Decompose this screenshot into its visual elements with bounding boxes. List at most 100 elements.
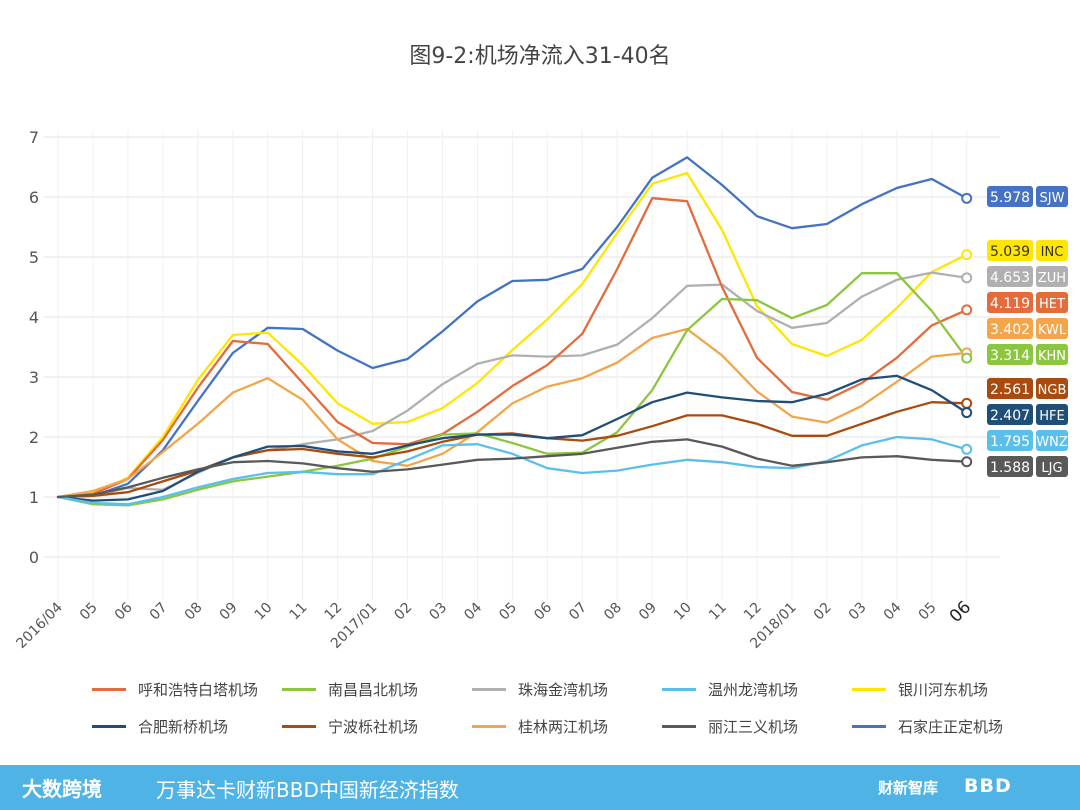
series-line-kwl <box>56 327 968 499</box>
end-label-value: 3.314 <box>990 348 1030 364</box>
x-tick-label: 02 <box>391 600 415 624</box>
legend-swatch <box>662 725 696 728</box>
x-tick-label: 07 <box>566 600 590 624</box>
series-line-sjw <box>56 156 968 499</box>
end-label-code: NGB <box>1038 383 1067 398</box>
end-label-code-box <box>1036 404 1068 425</box>
end-marker-inc <box>961 249 973 261</box>
legend-swatch <box>852 725 886 728</box>
y-tick-label: 6 <box>29 188 39 207</box>
y-tick-label: 7 <box>29 128 39 147</box>
x-tick-label: 06 <box>112 599 136 623</box>
footer-brand-caixin: 财新智库 <box>878 779 939 797</box>
series-line-ljg <box>56 438 968 499</box>
legend-label: 温州龙湾机场 <box>708 681 799 699</box>
end-label-code-box <box>1036 456 1068 477</box>
x-tick-label: 11 <box>706 600 730 624</box>
x-tick-label: 10 <box>252 600 276 624</box>
x-tick-label: 06 <box>531 599 555 623</box>
x-tick-label: 07 <box>147 600 171 624</box>
end-label-value: 2.561 <box>990 382 1030 398</box>
x-tick-label: 12 <box>741 600 765 624</box>
end-label-value-box <box>987 318 1033 339</box>
end-label-code: HFE <box>1039 409 1064 424</box>
end-label-value: 4.119 <box>990 296 1030 312</box>
end-label-value-box <box>987 378 1033 399</box>
end-label-value: 4.653 <box>990 270 1030 286</box>
x-tick-label: 10 <box>671 600 695 624</box>
footer-brand-bbd: BBD <box>964 775 1012 797</box>
y-tick-label: 1 <box>29 488 39 507</box>
legend-swatch <box>662 688 696 691</box>
legend-label: 银川河东机场 <box>898 681 989 699</box>
legend-swatch <box>472 688 506 691</box>
legend-item: 呼和浩特白塔机场 <box>92 679 258 700</box>
end-label-code: KWL <box>1038 323 1067 338</box>
end-label-value-box <box>987 430 1033 451</box>
x-tick-label: 09 <box>217 600 241 624</box>
end-label-code: WNZ <box>1036 435 1068 450</box>
x-tick-label: 02 <box>811 600 835 624</box>
x-tick-label: 08 <box>182 600 206 624</box>
footer-caption: 万事达卡财新BBD中国新经济指数 <box>156 778 459 802</box>
x-tick-label: 08 <box>601 600 625 624</box>
legend-label: 合肥新桥机场 <box>138 718 229 736</box>
end-marker-wnz <box>961 443 973 455</box>
end-marker-ngb <box>961 397 973 409</box>
end-label-value-box <box>987 344 1033 365</box>
end-label-value: 5.039 <box>990 244 1030 260</box>
x-tick-label: 12 <box>322 600 346 624</box>
end-label-value: 1.795 <box>990 434 1030 450</box>
end-label-code-box <box>1036 378 1068 399</box>
end-label-code: KHN <box>1038 349 1066 364</box>
end-label-value-box <box>987 186 1033 207</box>
legend-item: 石家庄正定机场 <box>852 716 1003 737</box>
footer-bar: 大数跨境 万事达卡财新BBD中国新经济指数 财新智库 BBD <box>0 765 1080 810</box>
end-marker-khn <box>961 352 973 364</box>
legend-swatch <box>472 725 506 728</box>
y-tick-label: 3 <box>29 368 39 387</box>
end-label-value-box <box>987 456 1033 477</box>
end-label-code: ZUH <box>1038 271 1066 286</box>
end-label-code-box <box>1036 292 1068 313</box>
y-tick-label: 4 <box>29 308 39 327</box>
legend-item: 银川河东机场 <box>852 679 988 700</box>
legend-swatch <box>92 725 126 728</box>
end-label-code: HET <box>1039 297 1065 312</box>
x-tick-label: 2016/04 <box>13 599 66 652</box>
legend-item: 丽江三义机场 <box>662 716 798 737</box>
legend-swatch <box>852 688 886 691</box>
end-label-code: INC <box>1041 245 1064 260</box>
end-marker-sjw <box>961 192 973 204</box>
x-tick-label: 05 <box>496 600 520 624</box>
x-tick-label: 04 <box>461 599 485 623</box>
legend-label: 珠海金湾机场 <box>518 681 609 699</box>
end-label-code-box <box>1036 266 1068 287</box>
end-label-code-box <box>1036 430 1068 451</box>
end-label-code: LJG <box>1041 461 1062 476</box>
end-label-code: SJW <box>1040 191 1065 206</box>
series-line-inc <box>56 171 968 499</box>
legend-item: 宁波栎社机场 <box>282 716 418 737</box>
legend-swatch <box>282 688 316 691</box>
end-label-value: 2.407 <box>990 408 1030 424</box>
end-marker-hfe <box>961 407 973 419</box>
legend-swatch <box>282 725 316 728</box>
legend-label: 石家庄正定机场 <box>898 718 1004 736</box>
end-label-code-box <box>1036 240 1068 261</box>
x-tick-label: 09 <box>636 600 660 624</box>
x-tick-label: 03 <box>426 600 450 624</box>
end-marker-het <box>961 304 973 316</box>
legend-item: 桂林两江机场 <box>472 716 608 737</box>
x-tick-label: 06 <box>946 597 975 626</box>
x-tick-label: 04 <box>881 599 905 623</box>
end-marker-zuh <box>961 272 973 284</box>
x-tick-label: 05 <box>916 600 940 624</box>
end-label-code-box <box>1036 318 1068 339</box>
x-tick-label: 05 <box>77 600 101 624</box>
legend-item: 珠海金湾机场 <box>472 679 608 700</box>
footer-logo: 大数跨境 <box>22 777 102 801</box>
legend-label: 南昌昌北机场 <box>328 681 419 699</box>
legend-item: 合肥新桥机场 <box>92 716 228 737</box>
